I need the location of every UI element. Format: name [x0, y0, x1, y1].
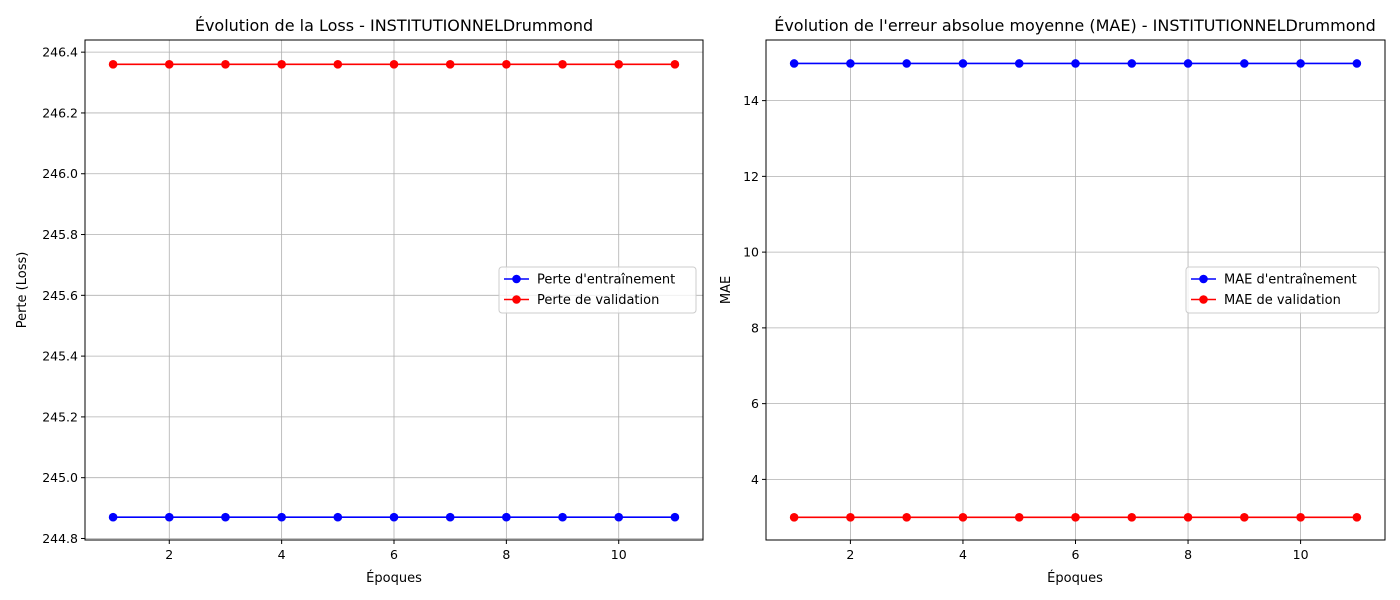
loss-legend-box	[498, 266, 697, 314]
loss-data-point	[558, 512, 567, 522]
loss-data-point	[389, 512, 399, 522]
loss-xtick-label: 2	[165, 547, 173, 562]
loss-legend-marker	[512, 295, 521, 304]
mae-xtick-label: 2	[846, 547, 854, 562]
mae-data-point	[1183, 59, 1193, 68]
loss-xtick-label: 6	[390, 547, 398, 562]
mae-ytick-label: 10	[743, 245, 759, 260]
loss-legend-label: Perte de validation	[537, 293, 659, 308]
mae-ytick-label: 8	[751, 320, 759, 335]
mae-xtick-label: 4	[959, 547, 967, 562]
loss-ytick-label: 245.0	[42, 470, 78, 485]
mae-series-1	[789, 512, 1362, 522]
loss-series-0	[108, 512, 680, 522]
loss-xtick-label: 10	[611, 547, 627, 562]
loss-data-point	[108, 512, 118, 522]
mae-data-point	[1240, 59, 1249, 68]
mae-data-point	[1352, 512, 1362, 522]
mae-data-point	[1183, 512, 1193, 522]
mae-data-point	[1296, 59, 1305, 68]
loss-chart-xlabel: Époques	[366, 570, 422, 586]
mae-legend-label: MAE de validation	[1224, 293, 1341, 308]
loss-ytick-label: 245.6	[42, 288, 78, 303]
mae-data-point	[1127, 512, 1137, 522]
mae-data-point	[789, 512, 799, 522]
loss-chart: Évolution de la Loss - INSTITUTIONNELDru…	[15, 16, 704, 586]
loss-ytick-label: 246.4	[42, 45, 78, 60]
mae-chart-xlabel: Époques	[1047, 570, 1103, 586]
loss-ytick-label: 246.0	[42, 166, 78, 181]
mae-xtick-label: 10	[1293, 547, 1309, 562]
loss-data-point	[558, 60, 567, 69]
loss-data-point	[670, 60, 680, 69]
mae-legend-box	[1185, 266, 1380, 314]
loss-data-point	[333, 512, 343, 522]
loss-ytick-label: 244.8	[42, 531, 78, 546]
loss-xtick-label: 8	[502, 547, 510, 562]
loss-ytick-label: 245.4	[42, 349, 78, 364]
loss-data-point	[614, 512, 624, 522]
loss-data-point	[277, 512, 286, 522]
mae-legend-marker	[1199, 295, 1208, 304]
mae-data-point	[846, 512, 855, 522]
mae-data-point	[1352, 59, 1362, 68]
mae-chart-title: Évolution de l'erreur absolue moyenne (M…	[774, 16, 1376, 35]
mae-ytick-label: 14	[743, 93, 759, 108]
loss-data-point	[221, 60, 230, 69]
loss-data-point	[277, 60, 286, 69]
mae-data-point	[1296, 512, 1305, 522]
mae-chart: Évolution de l'erreur absolue moyenne (M…	[719, 16, 1386, 586]
loss-data-point	[108, 60, 118, 69]
loss-chart-ylabel: Perte (Loss)	[15, 252, 30, 329]
loss-data-point	[221, 512, 230, 522]
loss-data-point	[670, 512, 680, 522]
mae-data-point	[1014, 512, 1024, 522]
mae-legend-marker	[1199, 274, 1208, 284]
loss-xtick-label: 4	[278, 547, 286, 562]
loss-ytick-label: 245.8	[42, 227, 78, 242]
mae-ytick-label: 6	[751, 396, 759, 411]
mae-ytick-label: 12	[743, 169, 759, 184]
mae-data-point	[902, 512, 911, 522]
loss-data-point	[502, 60, 511, 69]
loss-chart-title: Évolution de la Loss - INSTITUTIONNELDru…	[195, 16, 593, 35]
mae-xtick-label: 8	[1184, 547, 1192, 562]
mae-data-point	[902, 59, 911, 68]
mae-data-point	[1240, 512, 1249, 522]
loss-data-point	[445, 60, 455, 69]
loss-data-point	[333, 60, 343, 69]
mae-data-point	[958, 512, 968, 522]
loss-data-point	[502, 512, 511, 522]
mae-grid	[766, 40, 1385, 540]
loss-data-point	[614, 60, 624, 69]
mae-data-point	[1071, 59, 1080, 68]
mae-data-point	[789, 59, 799, 68]
mae-xtick-label: 6	[1072, 547, 1080, 562]
mae-data-point	[958, 59, 968, 68]
mae-legend: MAE d'entraînement MAE de validation	[1185, 266, 1380, 314]
mae-data-point	[1071, 512, 1080, 522]
mae-data-point	[1127, 59, 1137, 68]
mae-series-0	[789, 59, 1362, 68]
mae-data-point	[846, 59, 855, 68]
mae-legend-label: MAE d'entraînement	[1224, 273, 1357, 288]
loss-data-point	[445, 512, 455, 522]
mae-data-point	[1014, 59, 1024, 68]
loss-legend-label: Perte d'entraînement	[537, 273, 675, 288]
loss-data-point	[389, 60, 399, 69]
loss-data-point	[164, 60, 174, 69]
loss-ytick-label: 245.2	[42, 409, 78, 424]
mae-chart-ylabel: MAE	[719, 276, 734, 304]
loss-series-1	[108, 60, 680, 69]
loss-data-point	[164, 512, 174, 522]
loss-ytick-label: 246.2	[42, 105, 78, 120]
loss-legend-marker	[512, 274, 521, 284]
loss-legend: Perte d'entraînement Perte de validation	[498, 266, 697, 314]
mae-ytick-label: 4	[751, 472, 759, 487]
